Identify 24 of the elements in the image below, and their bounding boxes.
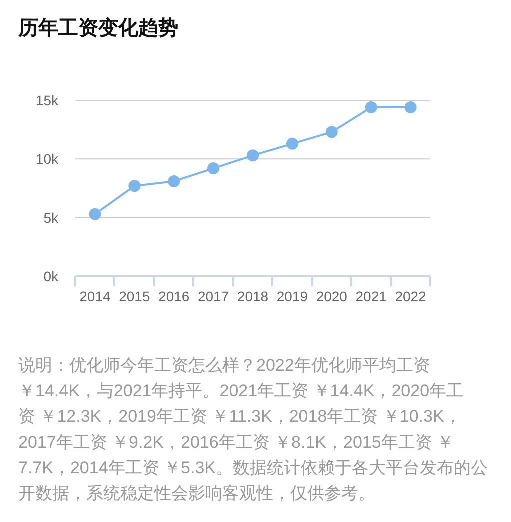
y-tick-label: 10k xyxy=(36,151,60,168)
text: 说明：优化师今年工资怎么样？2022年优化师平均工资￥14.4K，与2021年持平。2021年工资 ￥14.4K，2020年工资 ￥12.3K，2019年工资 ￥11.3K，2018年工资 ￥10.3K，2017年工资 ￥9.2K，2016年工资 ￥8.1K，2015年工资 ￥7.7K，2014年工资 ￥5.3K。数据统计依赖于各大平台发布的公开数据，系统稳定性会影响客观性，仅供参考。 xyxy=(18,356,488,503)
point xyxy=(404,102,417,114)
point xyxy=(89,208,102,220)
point xyxy=(208,162,220,175)
x-tick-label: 2022 xyxy=(395,288,427,304)
point xyxy=(286,138,298,150)
x-tick-label: 2021 xyxy=(356,288,388,304)
x-tick-label: 2017 xyxy=(198,288,230,304)
y-tick-label: 5k xyxy=(44,210,60,226)
x-tick-label: 2020 xyxy=(316,288,348,304)
x-tick-label: 2019 xyxy=(276,288,308,304)
y-tick-label: 15k xyxy=(36,92,60,108)
chart-title: 历年工资变化趋势 xyxy=(18,16,178,40)
point xyxy=(247,150,259,162)
y-tick-label: 0k xyxy=(44,268,60,284)
x-tick-label: 2014 xyxy=(80,288,112,304)
point xyxy=(128,180,141,192)
point xyxy=(168,175,180,188)
x-tick-label: 2018 xyxy=(237,288,269,304)
point xyxy=(365,102,378,114)
x-tick-label: 2016 xyxy=(158,288,190,304)
x-tick-label: 2015 xyxy=(119,288,150,304)
point xyxy=(326,126,338,138)
